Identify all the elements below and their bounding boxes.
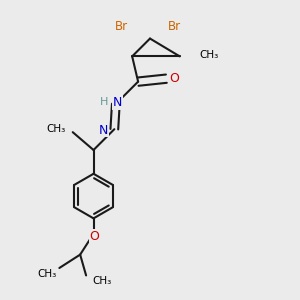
Text: Br: Br — [115, 20, 128, 33]
Text: O: O — [89, 230, 99, 243]
Text: CH₃: CH₃ — [199, 50, 218, 60]
Text: N: N — [99, 124, 108, 136]
Text: O: O — [170, 72, 180, 85]
Text: Br: Br — [168, 20, 181, 33]
Text: H: H — [100, 97, 108, 106]
Text: CH₃: CH₃ — [37, 269, 56, 279]
Text: N: N — [112, 96, 122, 109]
Text: CH₃: CH₃ — [92, 276, 111, 286]
Text: CH₃: CH₃ — [46, 124, 65, 134]
